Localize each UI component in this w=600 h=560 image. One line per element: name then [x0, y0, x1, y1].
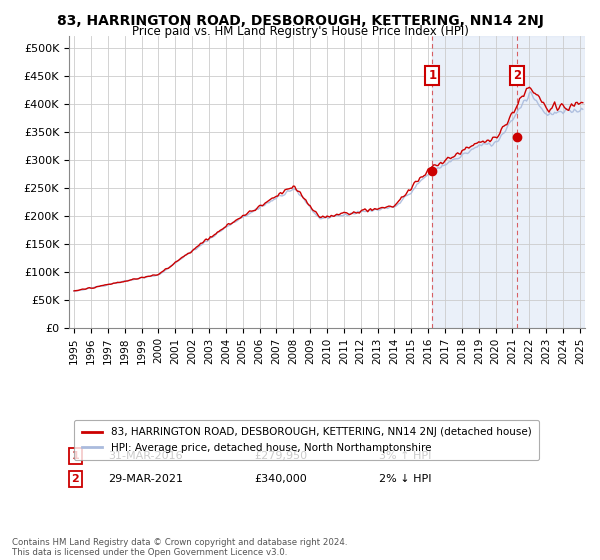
Text: 29-MAR-2021: 29-MAR-2021	[108, 474, 182, 484]
Text: 2% ↓ HPI: 2% ↓ HPI	[379, 474, 431, 484]
Bar	[433, 36, 585, 328]
Text: 2: 2	[512, 69, 521, 82]
Text: 83, HARRINGTON ROAD, DESBOROUGH, KETTERING, NN14 2NJ: 83, HARRINGTON ROAD, DESBOROUGH, KETTERI…	[56, 14, 544, 28]
Text: 1: 1	[71, 451, 79, 461]
Legend: 83, HARRINGTON ROAD, DESBOROUGH, KETTERING, NN14 2NJ (detached house), HPI: Aver: 83, HARRINGTON ROAD, DESBOROUGH, KETTERI…	[74, 420, 539, 460]
Text: 3% ↑ HPI: 3% ↑ HPI	[379, 451, 431, 461]
Text: 31-MAR-2016: 31-MAR-2016	[108, 451, 182, 461]
Text: 1: 1	[428, 69, 436, 82]
Text: £340,000: £340,000	[255, 474, 308, 484]
Text: £279,950: £279,950	[255, 451, 308, 461]
Text: Price paid vs. HM Land Registry's House Price Index (HPI): Price paid vs. HM Land Registry's House …	[131, 25, 469, 38]
Text: Contains HM Land Registry data © Crown copyright and database right 2024.
This d: Contains HM Land Registry data © Crown c…	[12, 538, 347, 557]
Text: 2: 2	[71, 474, 79, 484]
